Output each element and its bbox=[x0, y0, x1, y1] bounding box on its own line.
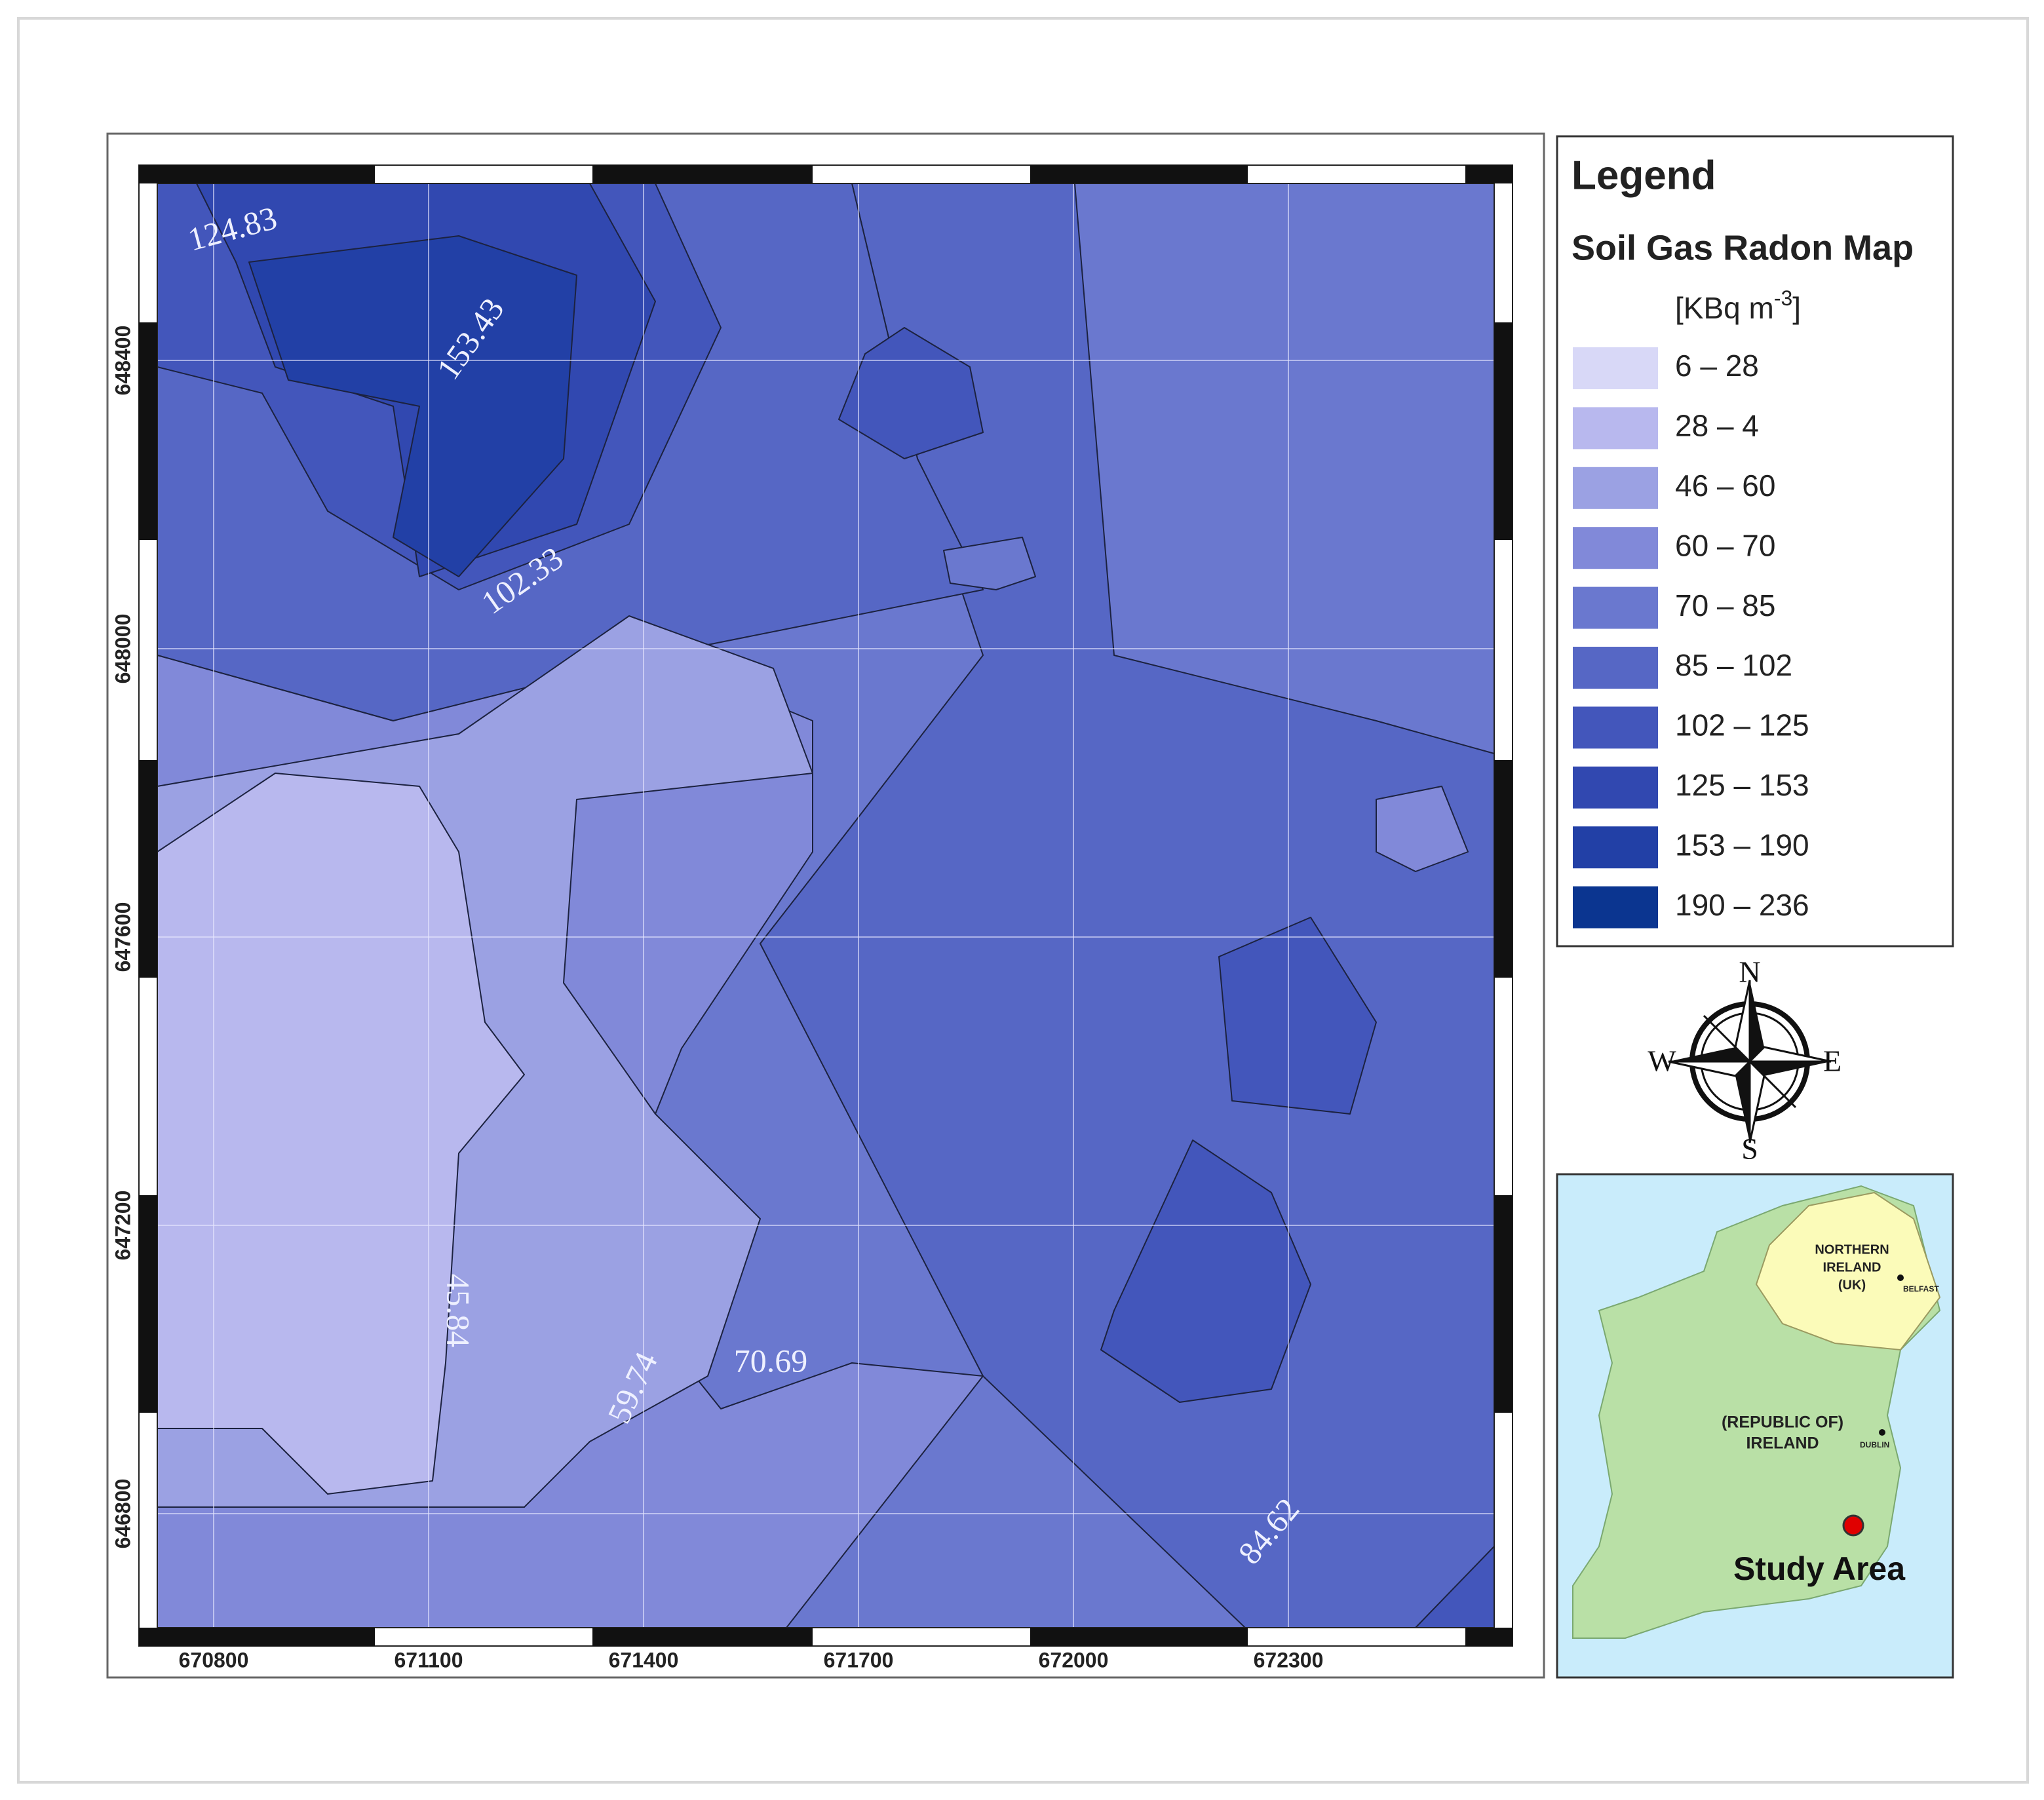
legend-swatch bbox=[1573, 886, 1658, 929]
contour-zone bbox=[1376, 786, 1469, 872]
x-tick-label: 672300 bbox=[1254, 1648, 1324, 1672]
neatline-segment bbox=[139, 165, 375, 183]
tick-labels: 670800 671100 671400 671700 672000 672300 6484… bbox=[111, 326, 1323, 1672]
inset-label: (REPUBLIC OF) bbox=[1722, 1413, 1843, 1432]
y-tick-label: 647600 bbox=[111, 902, 134, 972]
neatline-segment bbox=[592, 1628, 813, 1646]
x-tick-label: 671100 bbox=[394, 1648, 463, 1672]
legend-label: 102 – 125 bbox=[1675, 708, 1809, 742]
legend-items: 6 – 28 28 – 4 46 – 60 60 – 70 70 – 85 85 – 10… bbox=[1573, 347, 1809, 929]
grid bbox=[157, 183, 1494, 1628]
contour-zone bbox=[1218, 917, 1377, 1115]
inset-label: IRELAND bbox=[1823, 1260, 1881, 1274]
legend-label: 125 – 153 bbox=[1675, 768, 1809, 802]
legend-label: 28 – 4 bbox=[1675, 409, 1759, 443]
neatline-segment bbox=[1030, 1628, 1248, 1646]
legend-swatch bbox=[1573, 407, 1658, 450]
legend-swatch bbox=[1573, 826, 1658, 869]
y-tick-label: 647200 bbox=[111, 1191, 134, 1261]
unit-superscript: -3 bbox=[1774, 286, 1792, 310]
city-dot bbox=[1879, 1429, 1885, 1436]
neatline-segment bbox=[139, 1195, 157, 1413]
star-point bbox=[1735, 1062, 1750, 1143]
legend-label: 46 – 60 bbox=[1675, 469, 1775, 503]
city-dot bbox=[1897, 1274, 1904, 1281]
y-tick-label: 648400 bbox=[111, 326, 134, 396]
neatline-segment bbox=[1494, 1195, 1513, 1413]
star-point bbox=[1750, 980, 1764, 1062]
compass-star bbox=[1668, 980, 1832, 1143]
star-point bbox=[1750, 1062, 1831, 1076]
y-tick-label: 648000 bbox=[111, 614, 134, 684]
legend-label: 85 – 102 bbox=[1675, 648, 1792, 682]
contour-label: 70.69 bbox=[734, 1342, 808, 1379]
contour-zone bbox=[157, 773, 525, 1495]
inset-label: (UK) bbox=[1838, 1278, 1866, 1292]
legend-swatch bbox=[1573, 527, 1658, 569]
northern-ireland-shape bbox=[1755, 1191, 1941, 1351]
neatline-segment bbox=[1494, 322, 1513, 540]
legend-swatch bbox=[1573, 467, 1658, 509]
legend-swatch bbox=[1573, 647, 1658, 689]
unit-text: [KBq m bbox=[1675, 291, 1774, 325]
neatline-segment bbox=[1465, 1628, 1513, 1646]
compass-n: N bbox=[1739, 955, 1760, 989]
contour-zone bbox=[943, 537, 1036, 590]
legend-subtitle: Soil Gas Radon Map bbox=[1572, 228, 1914, 267]
y-tick-label: 646800 bbox=[111, 1479, 134, 1549]
legend-label: 190 – 236 bbox=[1675, 888, 1809, 922]
compass-w: W bbox=[1648, 1044, 1676, 1078]
study-area-marker bbox=[1842, 1514, 1864, 1537]
study-area-label: Study Area bbox=[1733, 1550, 1906, 1587]
neatline-segment bbox=[139, 760, 157, 978]
neatline-segment bbox=[139, 322, 157, 540]
star-point bbox=[1668, 1047, 1750, 1062]
compass: N S E W bbox=[1648, 955, 1842, 1166]
neatline-segment bbox=[1465, 165, 1513, 183]
contour-zone bbox=[1100, 1139, 1311, 1403]
city-label: DUBLIN bbox=[1860, 1440, 1889, 1449]
x-tick-label: 671700 bbox=[824, 1648, 894, 1672]
city-label: BELFAST bbox=[1903, 1284, 1939, 1293]
x-tick-label: 670800 bbox=[179, 1648, 249, 1672]
inset-label: NORTHERN bbox=[1815, 1242, 1889, 1257]
legend-swatch bbox=[1573, 706, 1658, 749]
neatline-segment bbox=[1494, 760, 1513, 978]
neatline bbox=[138, 164, 1513, 1647]
legend-label: 6 – 28 bbox=[1675, 349, 1759, 383]
compass-e: E bbox=[1823, 1044, 1842, 1078]
legend-swatch bbox=[1573, 347, 1658, 389]
x-tick-label: 672000 bbox=[1039, 1648, 1109, 1672]
neatline-segment bbox=[592, 165, 813, 183]
x-tick-label: 671400 bbox=[609, 1648, 679, 1672]
contour-label: 45.84 bbox=[440, 1274, 477, 1348]
contour-zone bbox=[248, 235, 577, 577]
legend-unit: [KBq m-3] bbox=[1675, 286, 1801, 325]
legend-title: Legend bbox=[1572, 153, 1716, 198]
neatline-segment bbox=[139, 1628, 375, 1646]
unit-close: ] bbox=[1792, 291, 1801, 325]
contour-zones bbox=[157, 183, 1495, 1628]
legend-label: 153 – 190 bbox=[1675, 828, 1809, 862]
neatline-segment bbox=[1030, 165, 1248, 183]
legend-swatch bbox=[1573, 586, 1658, 629]
compass-s: S bbox=[1741, 1132, 1758, 1166]
legend-label: 70 – 85 bbox=[1675, 588, 1775, 622]
legend-swatch bbox=[1573, 766, 1658, 809]
legend-label: 60 – 70 bbox=[1675, 528, 1775, 562]
inset-label: IRELAND bbox=[1746, 1434, 1819, 1453]
